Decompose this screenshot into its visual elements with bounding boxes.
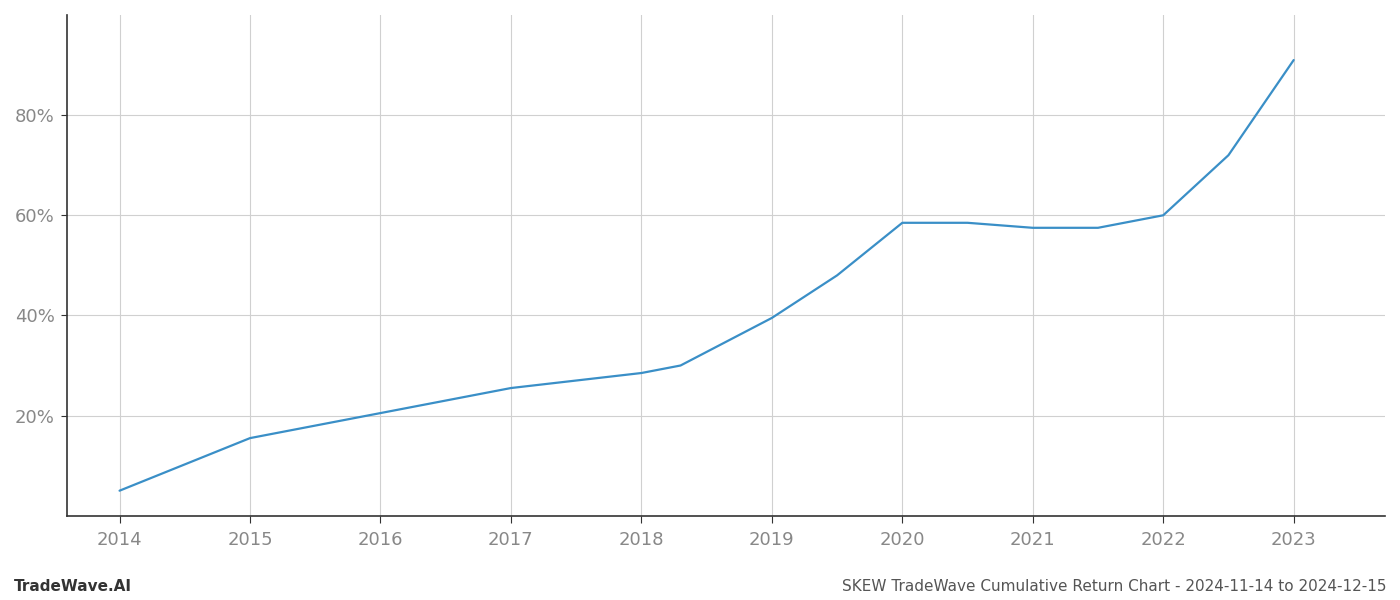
Text: SKEW TradeWave Cumulative Return Chart - 2024-11-14 to 2024-12-15: SKEW TradeWave Cumulative Return Chart -… xyxy=(841,579,1386,594)
Text: TradeWave.AI: TradeWave.AI xyxy=(14,579,132,594)
